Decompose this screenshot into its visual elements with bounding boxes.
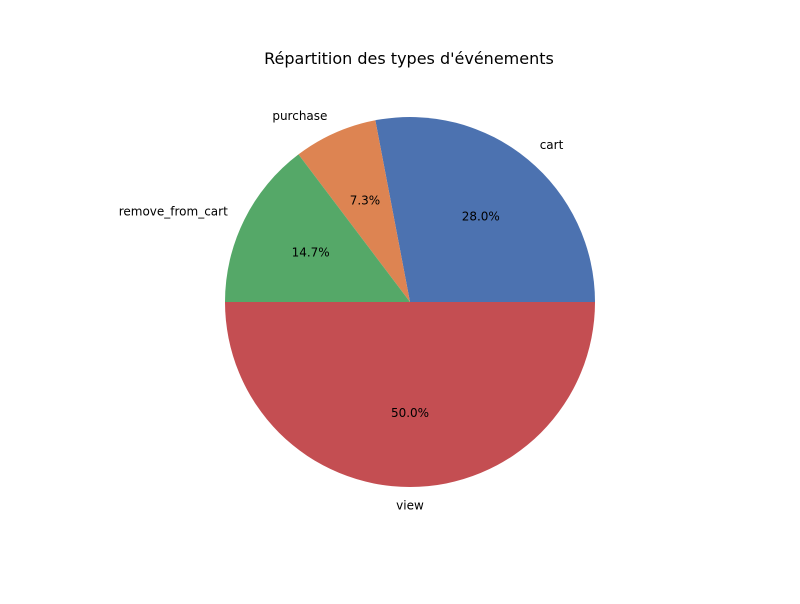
slice-label-view: view (396, 499, 424, 513)
slice-label-remove-from-cart: remove_from_cart (119, 204, 228, 218)
slice-percent-purchase: 7.3% (350, 194, 381, 208)
pie-slice-purchase (298, 120, 410, 302)
slice-percent-cart: 28.0% (462, 209, 500, 223)
slice-label-purchase: purchase (272, 109, 327, 123)
pie-slice-view (225, 302, 595, 487)
chart-title: Répartition des types d'événements (264, 49, 554, 68)
slice-percent-remove-from-cart: 14.7% (292, 246, 330, 260)
pie-labels: cart 28.0% purchase 7.3% remove_from_cart 14.… (119, 109, 564, 512)
slice-percent-view: 50.0% (391, 406, 429, 420)
pie-slice-cart (375, 116, 595, 302)
pie-slice-remove-from-cart (225, 154, 410, 302)
pie-slices (225, 116, 595, 487)
slice-label-cart: cart (540, 138, 564, 152)
